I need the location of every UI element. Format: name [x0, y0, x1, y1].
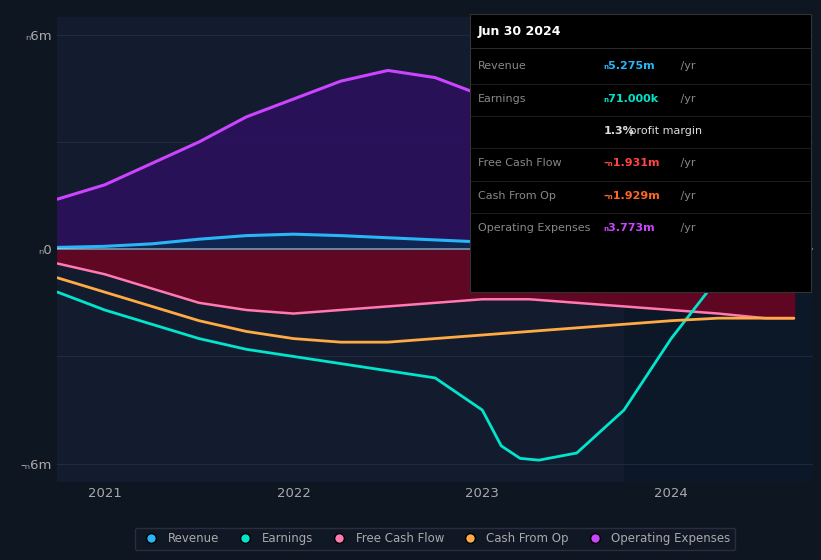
- Text: ₙ71.000k: ₙ71.000k: [603, 94, 658, 104]
- Text: -ₙ1.931m: -ₙ1.931m: [603, 158, 660, 169]
- Text: Earnings: Earnings: [478, 94, 526, 104]
- Text: /yr: /yr: [677, 191, 696, 200]
- Text: Operating Expenses: Operating Expenses: [478, 223, 590, 233]
- Text: -ₙ1.929m: -ₙ1.929m: [603, 191, 660, 200]
- Text: 1.3%: 1.3%: [603, 126, 634, 136]
- Text: profit margin: profit margin: [626, 126, 703, 136]
- Text: ₙ5.275m: ₙ5.275m: [603, 61, 655, 71]
- Bar: [624, 17, 813, 482]
- Legend: Revenue, Earnings, Free Cash Flow, Cash From Op, Operating Expenses: Revenue, Earnings, Free Cash Flow, Cash …: [135, 528, 736, 550]
- Text: /yr: /yr: [677, 158, 696, 169]
- Text: Cash From Op: Cash From Op: [478, 191, 556, 200]
- Bar: [57, 17, 624, 482]
- Text: /yr: /yr: [677, 94, 696, 104]
- Text: ₙ3.773m: ₙ3.773m: [603, 223, 655, 233]
- Text: /yr: /yr: [677, 61, 696, 71]
- Text: /yr: /yr: [677, 223, 696, 233]
- Text: Jun 30 2024: Jun 30 2024: [478, 25, 562, 38]
- Text: Revenue: Revenue: [478, 61, 526, 71]
- Text: Free Cash Flow: Free Cash Flow: [478, 158, 562, 169]
